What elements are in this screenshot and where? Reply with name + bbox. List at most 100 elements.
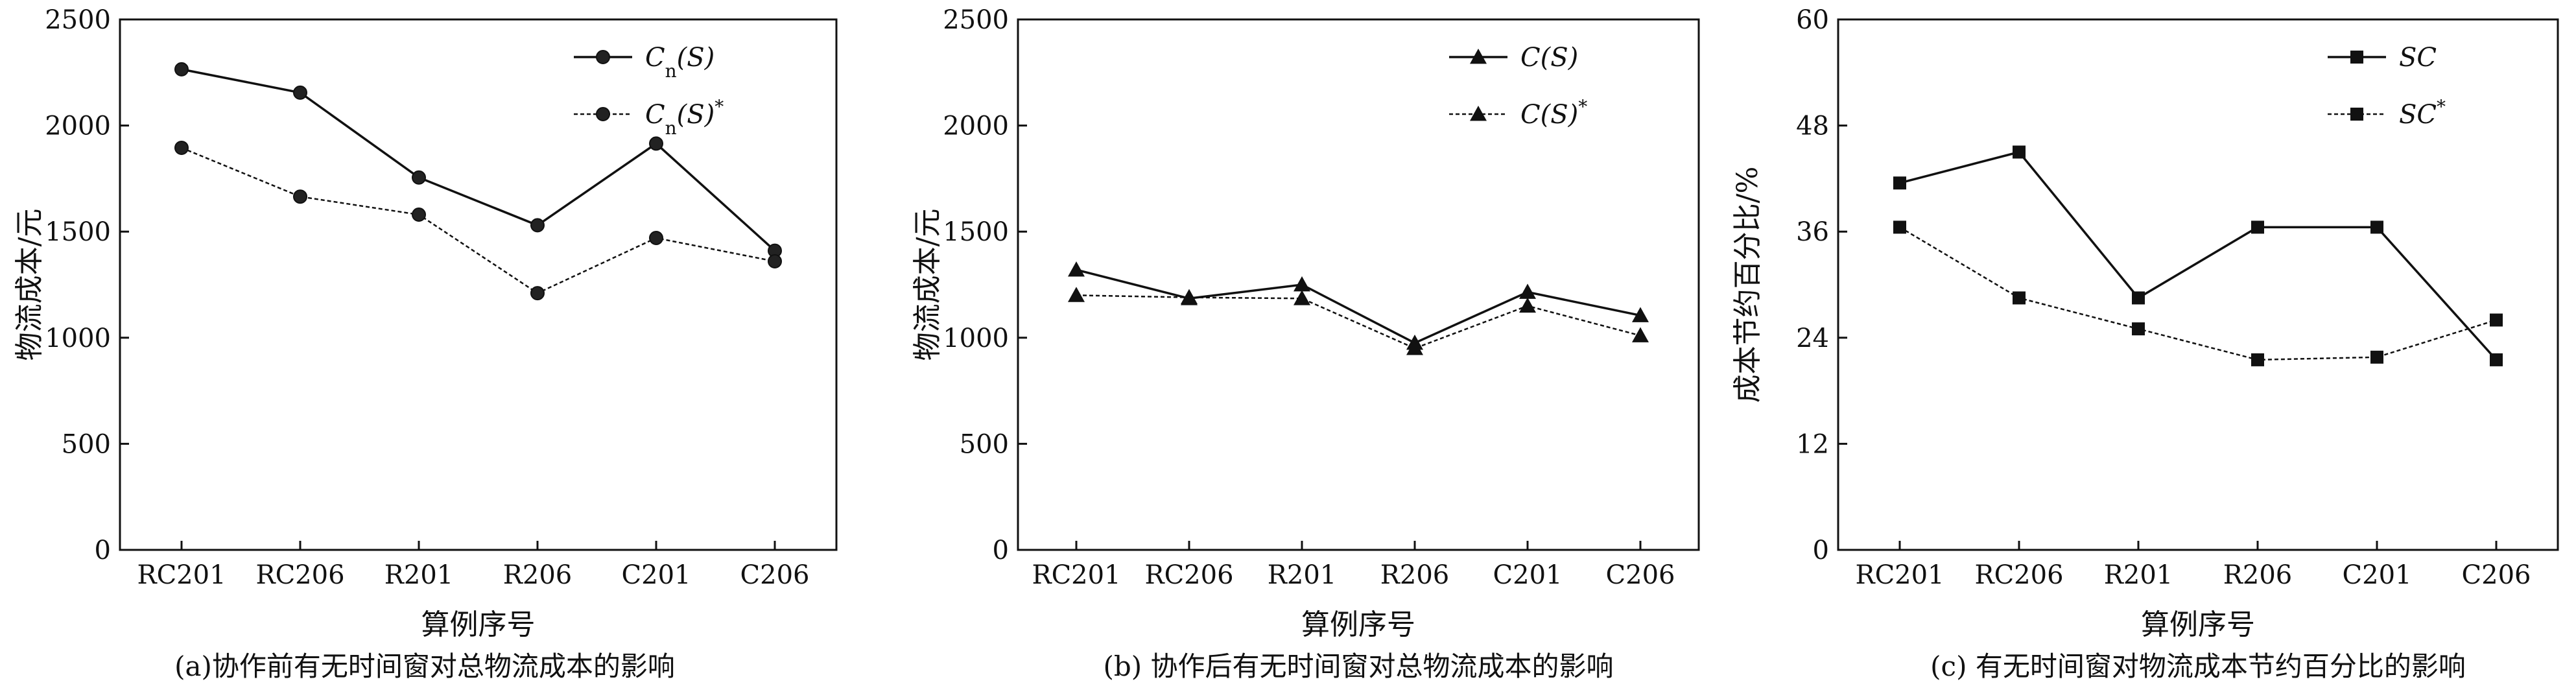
plot-frame bbox=[1017, 18, 1700, 551]
y-tick-label: 36 bbox=[1796, 217, 1829, 247]
series-line bbox=[181, 68, 776, 252]
legend-rest: (S) bbox=[677, 43, 715, 73]
legend-marker bbox=[596, 107, 610, 121]
data-point bbox=[768, 254, 782, 269]
data-point bbox=[2013, 291, 2026, 305]
data-point bbox=[293, 85, 307, 100]
legend-label: SC* bbox=[2399, 96, 2446, 130]
chart-c: 0 12 24 36 48 60 RC201 RC206 R201 R206 C201 C206 算例序… bbox=[1731, 5, 2559, 682]
y-tick-label: 1000 bbox=[45, 324, 111, 353]
x-tick-label: C201 bbox=[2343, 560, 2412, 590]
data-point bbox=[1632, 327, 1649, 342]
x-tick-label: C206 bbox=[740, 560, 810, 590]
legend-main: C bbox=[645, 43, 665, 73]
data-point bbox=[1068, 287, 1085, 302]
legend-item: SC bbox=[2328, 43, 2437, 73]
data-point bbox=[649, 136, 663, 151]
y-tick-label: 0 bbox=[993, 536, 1009, 565]
data-point bbox=[174, 62, 189, 77]
x-tick-label: RC201 bbox=[1032, 560, 1120, 590]
legend-label: SC bbox=[2399, 43, 2437, 73]
data-point bbox=[1519, 283, 1536, 299]
y-tick-label: 60 bbox=[1796, 5, 1829, 35]
x-tick-label: R206 bbox=[1380, 560, 1449, 590]
y-tick-label: 500 bbox=[62, 429, 111, 459]
plot-frame bbox=[119, 18, 838, 551]
y-tick-label: 2000 bbox=[45, 112, 111, 141]
x-tick-label: R201 bbox=[384, 560, 453, 590]
x-tick-label: RC201 bbox=[1855, 560, 1944, 590]
data-point bbox=[2251, 220, 2264, 234]
data-point bbox=[1294, 290, 1310, 305]
x-tick-label: C206 bbox=[1606, 560, 1675, 590]
legend-label: Cn(S) bbox=[645, 43, 715, 82]
data-point bbox=[2490, 313, 2503, 327]
x-tick-label: RC206 bbox=[1144, 560, 1233, 590]
data-point bbox=[649, 231, 663, 246]
x-axis-label: 算例序号 bbox=[421, 608, 536, 641]
y-tick-label: 1000 bbox=[943, 324, 1009, 353]
legend-marker bbox=[1470, 106, 1487, 121]
chart-caption: (b) 协作后有无时间窗对总物流成本的影响 bbox=[1103, 650, 1613, 682]
data-point bbox=[412, 170, 426, 185]
y-tick-label: 2500 bbox=[943, 5, 1009, 35]
legend-sup: * bbox=[1578, 96, 1587, 117]
legend-main: C bbox=[1520, 43, 1541, 73]
chart-b: 0 500 1000 1500 2000 2500 RC201 RC206 R201 R206 C2… bbox=[911, 5, 1700, 682]
legend-main: C bbox=[1520, 100, 1541, 130]
y-axis-label: 物流成本/元 bbox=[911, 209, 944, 361]
legend-sub: n bbox=[665, 117, 677, 139]
y-tick-label: 48 bbox=[1796, 112, 1829, 141]
data-point bbox=[1294, 276, 1310, 292]
series-1 bbox=[1068, 287, 1649, 355]
legend-rest: (S) bbox=[677, 100, 715, 130]
x-tick-label: RC206 bbox=[1974, 560, 2063, 590]
legend-main: SC bbox=[2399, 100, 2437, 130]
legend-label: C(S)* bbox=[1520, 96, 1587, 130]
y-axis-label: 成本节约百分比/% bbox=[1731, 167, 1764, 403]
y-tick-label: 500 bbox=[960, 429, 1009, 459]
x-axis-label: 算例序号 bbox=[1301, 608, 1415, 641]
legend-item: Cn(S) bbox=[574, 43, 715, 82]
series-0 bbox=[1068, 261, 1649, 350]
y-tick-label: 0 bbox=[95, 536, 111, 565]
series-1 bbox=[1893, 220, 2503, 366]
x-tick-label: C201 bbox=[1493, 560, 1563, 590]
x-axis-label: 算例序号 bbox=[2141, 608, 2255, 641]
data-point bbox=[2490, 353, 2503, 366]
data-point bbox=[2370, 350, 2383, 364]
chart-caption: (c) 有无时间窗对物流成本节约百分比的影响 bbox=[1930, 650, 2466, 682]
data-point bbox=[1893, 220, 1906, 234]
legend-item: C(S)* bbox=[1449, 96, 1587, 130]
series-line bbox=[1899, 226, 2497, 361]
chart-caption: (a)协作前有无时间窗对总物流成本的影响 bbox=[174, 650, 675, 682]
data-point bbox=[530, 286, 545, 301]
data-point bbox=[293, 189, 307, 204]
y-tick-label: 0 bbox=[1813, 536, 1829, 565]
x-tick-label: R206 bbox=[2223, 560, 2292, 590]
y-tick-label: 12 bbox=[1796, 429, 1829, 459]
legend-item: SC* bbox=[2328, 96, 2446, 130]
y-axis-label: 物流成本/元 bbox=[13, 209, 46, 361]
y-tick-label: 2500 bbox=[45, 5, 111, 35]
x-tick-label: R201 bbox=[2104, 560, 2173, 590]
data-point bbox=[530, 218, 545, 233]
series-1 bbox=[174, 140, 782, 301]
data-point bbox=[2251, 353, 2264, 366]
series-line bbox=[1899, 150, 2498, 361]
series-0 bbox=[174, 62, 782, 258]
data-point bbox=[1068, 261, 1085, 277]
legend-main: SC bbox=[2399, 43, 2437, 73]
data-point bbox=[2013, 145, 2026, 159]
legend-item: C(S) bbox=[1449, 43, 1578, 73]
legend-rest: (S) bbox=[1541, 43, 1579, 73]
legend-rest: (S) bbox=[1541, 100, 1579, 130]
legend-label: C(S) bbox=[1520, 43, 1578, 73]
legend-sup: * bbox=[2437, 96, 2446, 117]
data-point bbox=[1181, 289, 1198, 305]
data-point bbox=[412, 208, 426, 222]
legend-marker bbox=[596, 50, 610, 64]
y-tick-label: 24 bbox=[1796, 324, 1829, 353]
legend-sup: * bbox=[715, 96, 724, 117]
data-point bbox=[1893, 176, 1906, 190]
